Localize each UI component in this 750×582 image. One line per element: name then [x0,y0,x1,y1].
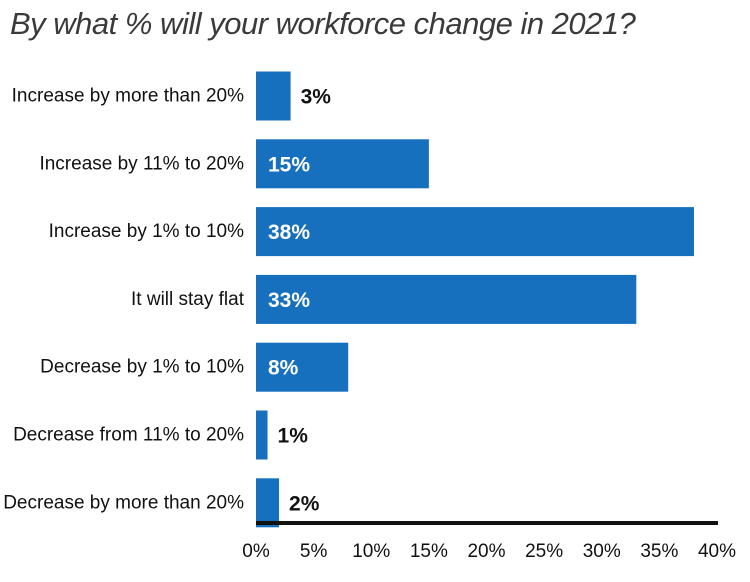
category-label: Increase by 1% to 10% [49,221,244,242]
x-tick-label: 25% [525,541,563,562]
data-label: 3% [301,86,332,109]
x-tick-label: 40% [698,541,736,562]
x-tick-label: 0% [242,541,270,562]
category-label: Increase by more than 20% [12,86,244,107]
bar [256,71,291,121]
category-labels: Increase by more than 20% Increase by 11%… [3,86,245,514]
bar [256,139,429,189]
bars [256,71,694,528]
category-label: Increase by 11% to 20% [39,153,244,174]
category-label: Decrease by 1% to 10% [40,357,244,378]
bar [256,274,637,324]
category-label: It will stay flat [131,289,245,310]
bar [256,342,349,392]
data-label: 8% [268,357,299,380]
x-tick-label: 15% [410,541,448,562]
bar [256,478,280,528]
data-label: 1% [278,425,309,448]
x-tick-label: 35% [640,541,678,562]
category-label: Decrease by more than 20% [3,492,244,513]
x-tick-label: 20% [467,541,505,562]
bar [256,410,268,460]
chart-title: By what % will your workforce change in … [10,6,636,41]
bar [256,207,694,257]
x-tick-label: 30% [583,541,621,562]
data-label: 2% [289,492,320,515]
data-label: 33% [268,289,310,312]
data-label: 38% [268,221,310,244]
x-tick-label: 5% [300,541,328,562]
x-tick-label: 10% [352,541,390,562]
data-label: 15% [268,153,310,176]
value-labels: 3% 15% 38% 33% 8% 1% 2% [268,86,331,516]
category-label: Decrease from 11% to 20% [13,425,244,446]
x-axis-tick-labels: 0% 5% 10% 15% 20% 25% 30% 35% 40% [242,541,736,562]
